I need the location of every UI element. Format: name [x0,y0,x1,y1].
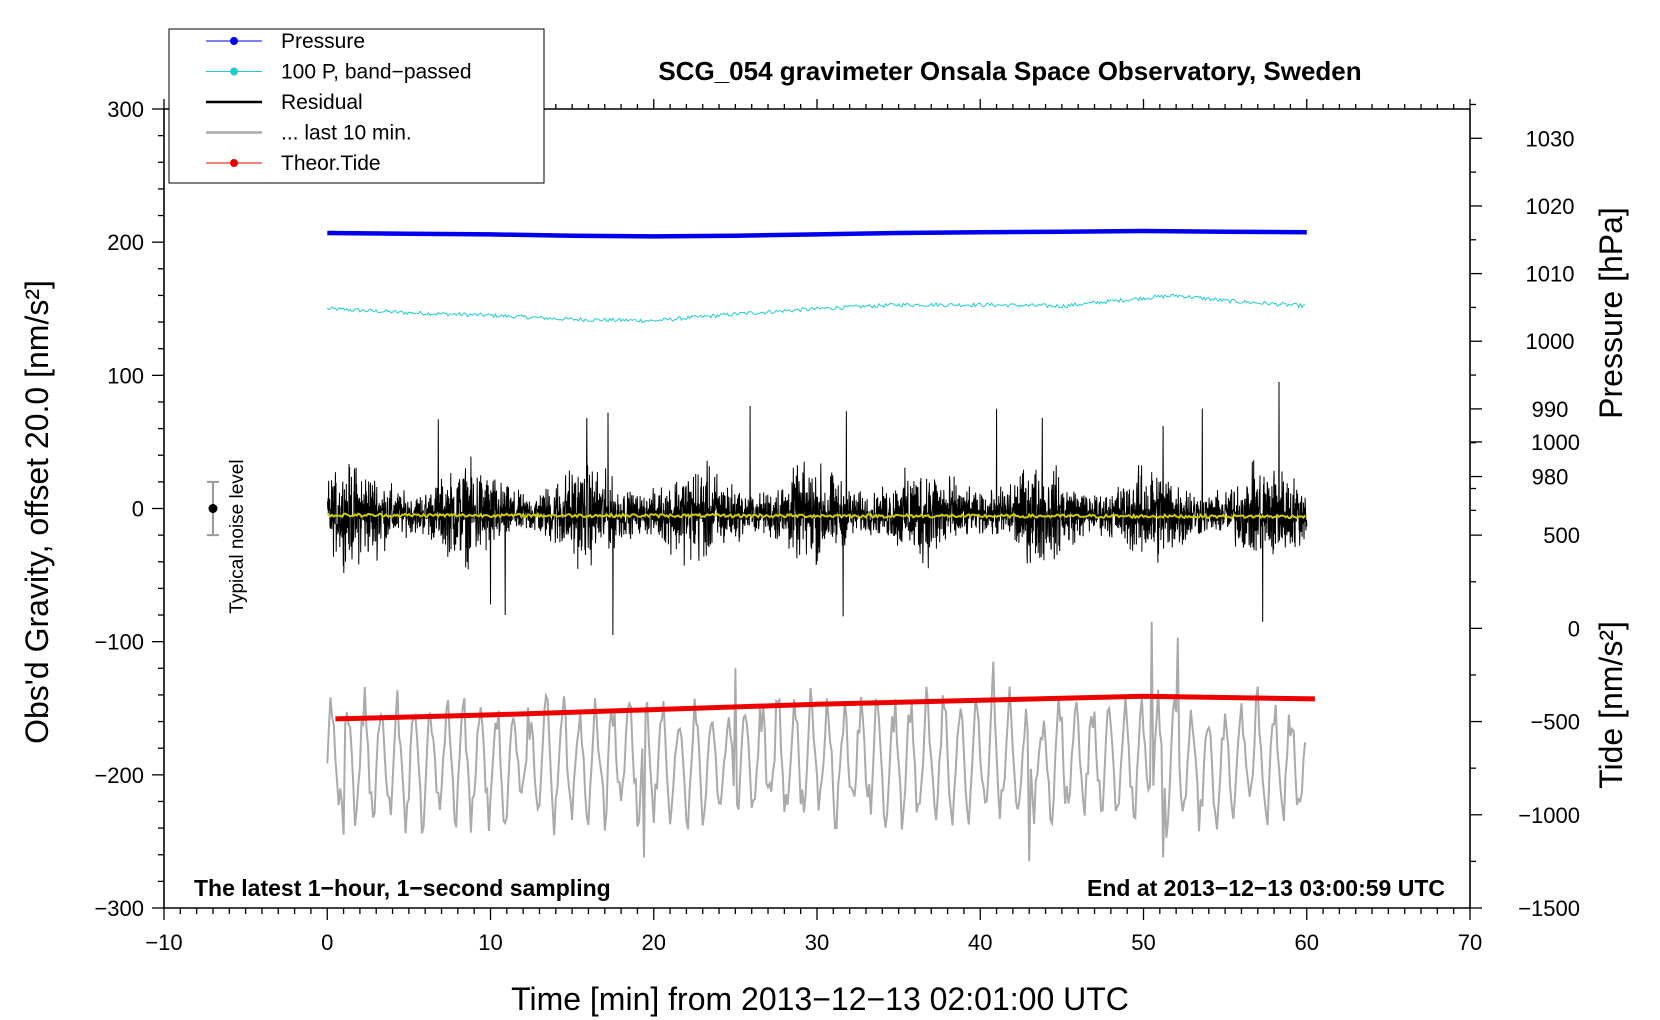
y-right-pressure-tick-label: 980 [1532,465,1569,490]
x-tick-label: 20 [642,930,666,955]
y-left-tick-label: 300 [107,97,144,122]
legend-swatch-marker [230,67,238,76]
annotation-sampling: The latest 1−hour, 1−second sampling [194,875,611,901]
noise-level-indicator: Typical noise level [206,459,248,614]
y-left-tick-label: 100 [107,363,144,388]
x-tick-label: 60 [1295,930,1319,955]
series-group [326,228,1315,862]
y-right-tide-title: Tide [nm/s²] [1593,621,1629,789]
x-tick-label: 50 [1131,930,1155,955]
noise-label: Typical noise level [227,459,248,613]
y-right-pressure-tick-label: 1000 [1526,329,1575,354]
y-left-tick-label: −200 [94,763,144,788]
x-axis-title: Time [min] from 2013−12−13 02:01:00 UTC [511,981,1129,1017]
x-tick-label: 40 [968,930,992,955]
x-tick-label: −10 [145,930,182,955]
y-right-tide-tick-label: −500 [1530,710,1580,735]
x-tick-label: 70 [1458,930,1482,955]
legend-swatch-marker [230,159,238,167]
y-right-tide-tick-label: 500 [1543,523,1580,548]
y-left-tick-label: −300 [94,896,144,921]
x-tick-label: 10 [478,930,502,955]
y-left-axis-title: Obs'd Gravity, offset 20.0 [nm/s²] [19,280,55,744]
series-residual-mean-line [327,511,1306,520]
series-pressure-line [327,228,1307,239]
series-residual-line [327,381,1308,636]
legend-label: Theor.Tide [281,152,381,175]
y-right-pressure-tick-label: 990 [1532,397,1569,422]
legend: Pressure 100 P, band−passed Residual ... la… [168,28,545,184]
y-left-tick-label: 0 [132,497,144,522]
y-right-pressure-tick-label: 1020 [1526,194,1575,219]
y-right-tide-tick-label: 0 [1568,616,1580,641]
x-tick-label: 30 [805,930,829,955]
series-last-10-min-line [326,621,1307,862]
noise-point [208,504,218,513]
y-right-tide-tick-label: 1000 [1531,430,1580,455]
legend-label: 100 P, band−passed [281,61,472,84]
series-band-passed-line [326,293,1306,323]
y-right-pressure-title: Pressure [hPa] [1593,207,1629,419]
y-right-pressure-tick-label: 1010 [1526,262,1575,287]
series-theoretical-tide-line [335,693,1315,722]
y-right-pressure-tick-label: 1030 [1526,126,1575,151]
legend-label: ... last 10 min. [281,122,412,145]
y-left-tick-label: 200 [107,230,144,255]
y-left-axis-ticks: 300 200 100 0 −100 −200 −300 [94,97,164,921]
chart-title: SCG_054 gravimeter Onsala Space Observat… [658,56,1361,86]
legend-swatch-marker [230,37,238,45]
y-right-tide-tick-label: −1000 [1518,803,1580,828]
legend-label: Pressure [281,30,365,53]
legend-label: Residual [281,91,363,114]
x-tick-label: 0 [321,930,333,955]
y-right-axis-ticks: 1030 1020 1010 1000 990 980 1000 500 0 −500 −1000 −… [1470,103,1580,921]
legend-box [168,28,545,184]
annotation-end-time: End at 2013−12−13 03:00:59 UTC [1087,875,1445,901]
y-left-tick-label: −100 [94,630,144,655]
y-right-tide-tick-label: −1500 [1518,896,1580,921]
